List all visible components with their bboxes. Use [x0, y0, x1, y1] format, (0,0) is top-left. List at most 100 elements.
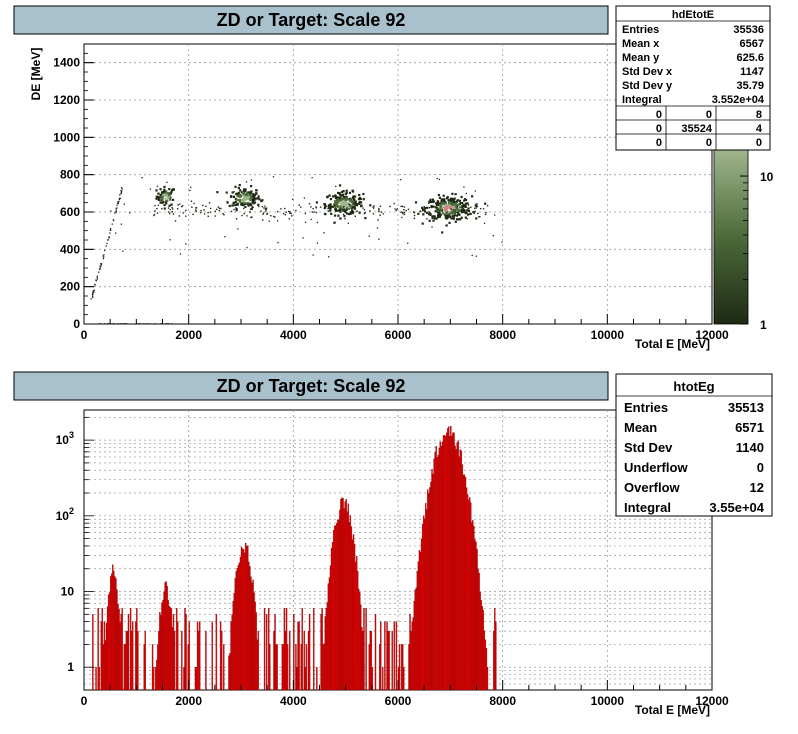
histogram-bar	[288, 630, 291, 691]
histogram-bar	[171, 627, 174, 691]
top-scatter-point	[243, 212, 245, 215]
top-scatter-point	[114, 212, 116, 214]
top-scatter-point	[345, 208, 347, 211]
top-scatter-point	[439, 203, 442, 206]
histogram-bar	[463, 474, 466, 691]
top-scatter-point	[336, 196, 339, 199]
top-scatter-point	[185, 243, 187, 245]
histogram-bar	[144, 630, 146, 691]
top-scatter-point	[368, 235, 370, 237]
top-scatter-point	[372, 207, 375, 209]
top-scatter-point	[249, 203, 253, 207]
top-scatter-point	[260, 210, 262, 212]
bottom-x-tick-label: 6000	[385, 694, 412, 708]
histogram-bar	[403, 667, 405, 691]
top-scatter-point	[148, 323, 150, 325]
top-scatter-point	[108, 237, 110, 239]
histogram-bar	[229, 653, 231, 691]
top-scatter-point	[447, 199, 450, 202]
histogram-bar	[419, 551, 422, 691]
top-scatter-point	[323, 213, 326, 215]
top-scatter-point	[439, 206, 442, 210]
histogram-bar	[349, 515, 352, 691]
histogram-bar	[113, 570, 115, 691]
bottom-title-box	[13, 371, 609, 401]
top-scatter-point	[116, 204, 118, 206]
top-scatter-point	[159, 193, 162, 197]
histogram-bar	[411, 621, 413, 691]
histogram-bar	[169, 607, 172, 691]
top-scatter-point	[393, 202, 395, 205]
top-scatter-point	[153, 213, 156, 216]
top-scatter-point	[403, 208, 405, 211]
top-x-tick-label: 8000	[489, 328, 516, 342]
histogram-bar	[388, 630, 390, 691]
top-scatter-point	[244, 201, 247, 205]
histogram-bar	[230, 621, 232, 691]
histogram-bar	[282, 644, 285, 691]
top-scatter-point	[237, 228, 239, 230]
top-scatter-point	[247, 204, 250, 207]
histogram-bar	[110, 576, 112, 691]
top-scatter-point	[220, 207, 222, 210]
bottom-x-axis-label: Total E [MeV]	[635, 703, 710, 717]
top-scatter-point	[475, 217, 478, 220]
top-scatter-point	[460, 209, 463, 212]
bottom-stats-label: Mean	[624, 420, 657, 435]
top-scatter-point	[237, 199, 240, 202]
histogram-bar	[108, 592, 111, 691]
top-scatter-point	[442, 201, 445, 205]
top-scatter-point	[264, 207, 268, 210]
top-scatter-point	[252, 195, 254, 197]
histogram-bar	[181, 630, 183, 691]
histogram-bar	[151, 644, 154, 691]
histogram-bar	[274, 614, 276, 691]
histogram-bar	[152, 667, 155, 691]
top-scatter-point	[429, 211, 431, 214]
histogram-bar	[380, 621, 382, 691]
top-scatter-point	[444, 206, 447, 210]
histogram-bar	[429, 487, 431, 691]
histogram-bar	[414, 589, 416, 691]
top-scatter-point	[112, 219, 115, 222]
top-scatter-point	[451, 202, 454, 205]
top-scatter-point	[356, 204, 359, 207]
top-scatter-point	[242, 200, 245, 203]
top-scatter-point	[334, 202, 337, 205]
top-scatter-point	[310, 218, 312, 221]
histogram-bar	[238, 562, 241, 691]
top-scatter-point	[358, 211, 361, 214]
top-scatter-point	[451, 214, 454, 217]
histogram-bar	[234, 578, 236, 691]
top-scatter-point	[342, 213, 345, 216]
top-scatter-point	[167, 207, 170, 209]
top-scatter-point	[423, 209, 426, 212]
top-scatter-point	[303, 197, 306, 199]
top-stats-grid-cell: 0	[656, 137, 662, 149]
histogram-bar	[441, 441, 444, 691]
top-scatter-point	[167, 323, 170, 325]
top-scatter-point	[456, 211, 458, 214]
histogram-bar	[451, 435, 453, 691]
top-scatter-point	[153, 214, 155, 217]
top-stats-grid-cell: 35524	[681, 123, 712, 135]
bottom-stats-box: htotEg Entries 35513 Mean 6571 Std Dev 1140 Un…	[615, 373, 773, 517]
bottom-x-tick-label: 4000	[280, 694, 307, 708]
top-scatter-point	[261, 199, 264, 202]
histogram-bar	[355, 556, 358, 691]
top-scatter-point	[450, 203, 453, 206]
top-scatter-point	[102, 255, 104, 257]
histogram-bar	[157, 644, 159, 691]
top-scatter-point	[316, 242, 319, 244]
top-scatter-point	[341, 201, 344, 205]
top-scatter-point	[264, 205, 266, 207]
top-scatter-point	[401, 205, 404, 208]
histogram-bar	[177, 621, 179, 691]
top-scatter-point	[424, 211, 426, 213]
top-scatter-point	[179, 253, 182, 255]
histogram-bar	[124, 644, 127, 691]
top-scatter-point	[452, 216, 455, 219]
top-scatter-point	[155, 189, 158, 192]
top-scatter-point	[235, 198, 238, 201]
top-scatter-point	[119, 194, 121, 196]
